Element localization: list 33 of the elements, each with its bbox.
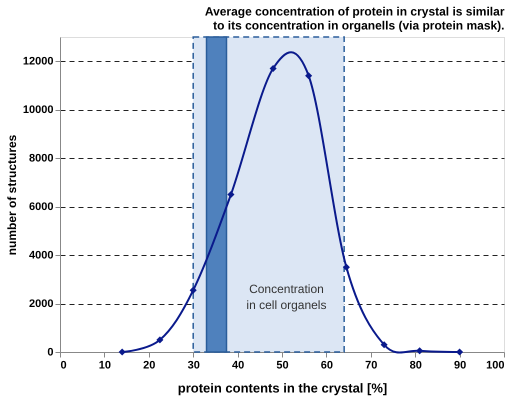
y-tick-label: 8000 bbox=[29, 152, 54, 165]
x-tick-label: 70 bbox=[365, 360, 378, 372]
point bbox=[416, 347, 424, 354]
x-tick-label: 80 bbox=[410, 360, 422, 372]
x-tick-label: 0 bbox=[60, 360, 67, 372]
point bbox=[270, 64, 277, 72]
y-tick-label: 2000 bbox=[29, 298, 54, 310]
x-tick-label: 100 bbox=[486, 360, 504, 372]
x-tick-label: 90 bbox=[454, 360, 466, 372]
point bbox=[227, 190, 234, 198]
point bbox=[118, 348, 126, 356]
x-tick-label: 20 bbox=[143, 360, 156, 372]
point bbox=[305, 72, 312, 80]
x-tick-label: 10 bbox=[98, 360, 112, 372]
x-axis-title: protein contents in the crystal [%] bbox=[178, 380, 388, 396]
point bbox=[342, 264, 350, 271]
point bbox=[456, 348, 464, 356]
band-label: Concentration in cell organels bbox=[246, 282, 326, 312]
x-tick-label: 50 bbox=[276, 360, 289, 372]
x-tick-label: 30 bbox=[188, 360, 200, 372]
text: to its concentration in organells (via protein mask). bbox=[213, 18, 504, 32]
y-axis-title: number of structures bbox=[4, 134, 19, 256]
point bbox=[156, 336, 164, 344]
y-tick-label: 0 bbox=[47, 346, 54, 358]
y-tick-label: 6000 bbox=[29, 201, 54, 214]
y-tick-label: 10000 bbox=[22, 104, 54, 116]
text: Average concentration of protein in crystal is similar bbox=[204, 4, 504, 18]
point bbox=[380, 341, 388, 348]
x-tick-label: 60 bbox=[320, 360, 334, 372]
x-tick-label: 40 bbox=[232, 360, 244, 372]
y-tick-label: 4000 bbox=[29, 250, 54, 262]
y-tick-label: 12000 bbox=[22, 56, 54, 68]
point bbox=[190, 286, 197, 294]
